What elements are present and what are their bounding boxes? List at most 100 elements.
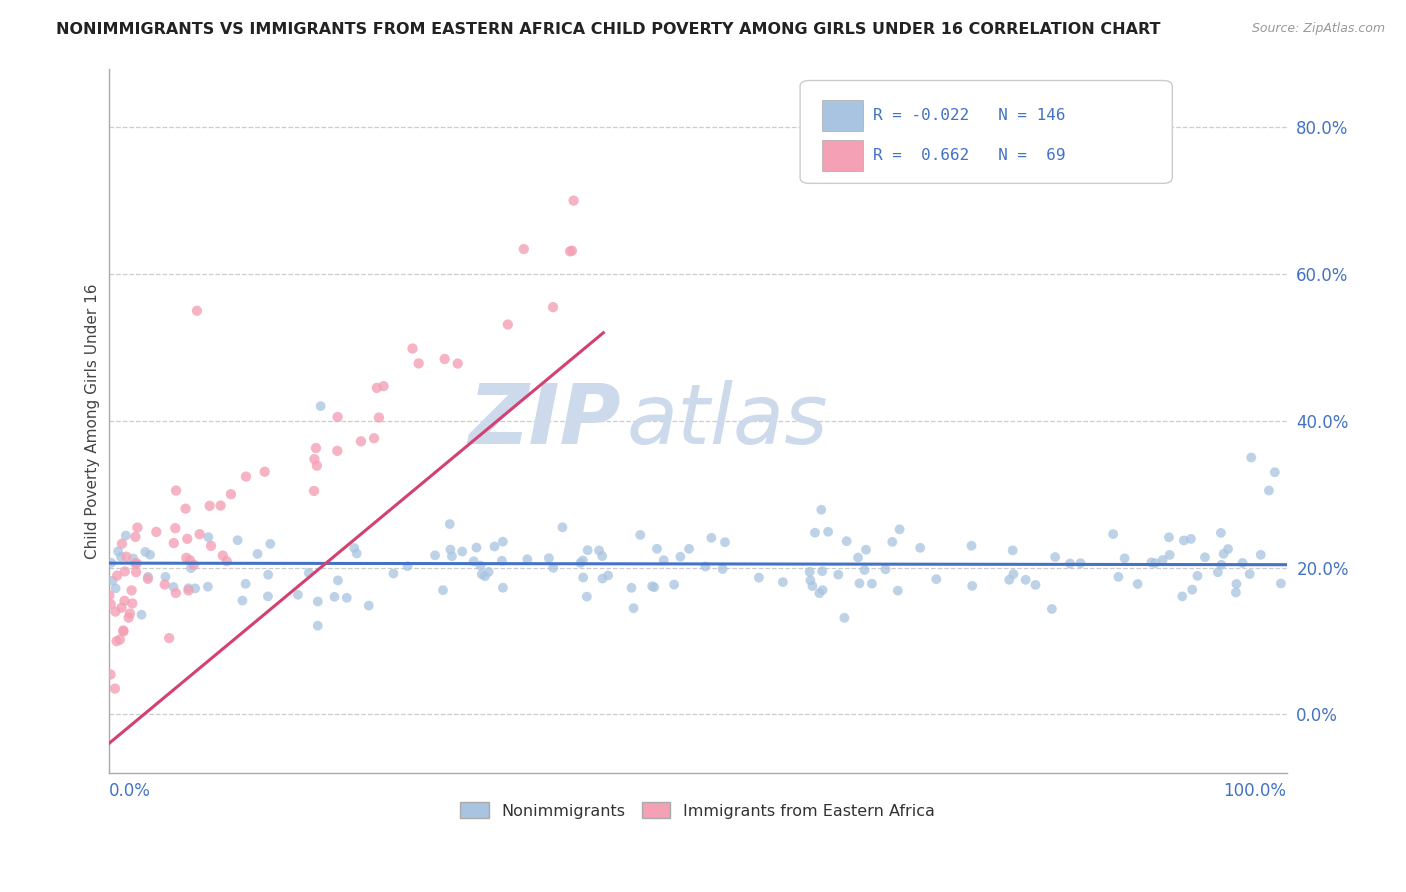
Point bbox=[561, 244, 583, 258]
Point bbox=[799, 574, 821, 588]
Point bbox=[808, 586, 831, 600]
Point bbox=[253, 465, 276, 479]
Point bbox=[433, 351, 456, 366]
Point bbox=[165, 521, 187, 535]
Point bbox=[114, 565, 136, 579]
Point bbox=[748, 571, 770, 585]
Point bbox=[125, 557, 148, 571]
Point bbox=[474, 569, 496, 583]
Point bbox=[307, 618, 329, 632]
Point bbox=[447, 357, 470, 371]
Point bbox=[998, 573, 1021, 587]
Point bbox=[588, 543, 610, 558]
Point bbox=[122, 551, 145, 566]
Point bbox=[382, 566, 405, 581]
Point bbox=[1059, 557, 1081, 571]
Point bbox=[853, 563, 876, 577]
Point bbox=[1024, 578, 1046, 592]
Point bbox=[368, 410, 391, 425]
Point bbox=[1069, 556, 1091, 570]
Point bbox=[960, 539, 983, 553]
Point bbox=[305, 458, 328, 473]
Point bbox=[496, 318, 519, 332]
Point bbox=[827, 567, 849, 582]
Point bbox=[211, 549, 233, 563]
Point bbox=[662, 577, 685, 591]
Point bbox=[711, 562, 734, 576]
Point bbox=[1258, 483, 1281, 498]
Point bbox=[346, 546, 368, 560]
Point bbox=[714, 535, 737, 549]
Point bbox=[1187, 569, 1209, 583]
FancyBboxPatch shape bbox=[823, 140, 862, 170]
Point bbox=[165, 483, 187, 498]
Point bbox=[541, 561, 564, 575]
Point bbox=[562, 194, 585, 208]
Point bbox=[1157, 530, 1180, 544]
Point bbox=[516, 552, 538, 566]
Point bbox=[1181, 582, 1204, 597]
Point bbox=[136, 572, 159, 586]
Point bbox=[834, 611, 856, 625]
Point bbox=[960, 579, 983, 593]
Point bbox=[121, 583, 143, 598]
Point bbox=[215, 554, 238, 568]
Point bbox=[357, 599, 380, 613]
Point bbox=[104, 582, 127, 596]
Point bbox=[180, 561, 202, 575]
Point bbox=[305, 441, 328, 455]
Point bbox=[298, 566, 321, 580]
Point bbox=[1194, 550, 1216, 565]
Point bbox=[835, 534, 858, 549]
Point bbox=[1212, 547, 1234, 561]
Point bbox=[366, 381, 388, 395]
Point bbox=[491, 554, 513, 568]
Point bbox=[396, 559, 419, 574]
Point bbox=[1014, 573, 1036, 587]
Point bbox=[1144, 556, 1167, 570]
Point bbox=[326, 574, 349, 588]
Point bbox=[1250, 548, 1272, 562]
Point bbox=[848, 576, 870, 591]
Point bbox=[363, 431, 385, 445]
Point bbox=[882, 534, 904, 549]
Point bbox=[925, 572, 948, 586]
Point bbox=[860, 576, 883, 591]
Point bbox=[1171, 590, 1194, 604]
Point bbox=[257, 590, 280, 604]
Point bbox=[484, 540, 506, 554]
Point bbox=[198, 499, 221, 513]
Point bbox=[669, 549, 692, 564]
Point bbox=[179, 553, 201, 567]
Point bbox=[801, 579, 824, 593]
Point bbox=[153, 577, 176, 591]
Point bbox=[439, 542, 461, 557]
Point bbox=[537, 551, 560, 566]
Point bbox=[145, 524, 167, 539]
Point bbox=[811, 564, 834, 578]
Point bbox=[309, 399, 332, 413]
Point bbox=[104, 605, 127, 619]
Point bbox=[257, 567, 280, 582]
Point bbox=[162, 580, 184, 594]
Point bbox=[259, 537, 281, 551]
Point bbox=[177, 583, 200, 598]
Point bbox=[326, 443, 349, 458]
Point bbox=[157, 631, 180, 645]
Point bbox=[1152, 553, 1174, 567]
Point bbox=[104, 681, 127, 696]
Point bbox=[551, 520, 574, 534]
Text: R = -0.022   N = 146: R = -0.022 N = 146 bbox=[873, 108, 1066, 123]
Point bbox=[174, 550, 197, 565]
Point bbox=[875, 562, 897, 576]
Point bbox=[231, 593, 253, 607]
Point bbox=[186, 303, 208, 318]
Point bbox=[105, 634, 128, 648]
Point bbox=[197, 530, 219, 544]
Point bbox=[125, 565, 148, 579]
Point bbox=[287, 588, 309, 602]
Point bbox=[373, 379, 395, 393]
Point bbox=[108, 632, 131, 647]
Point bbox=[1001, 543, 1024, 558]
Point bbox=[1270, 576, 1292, 591]
